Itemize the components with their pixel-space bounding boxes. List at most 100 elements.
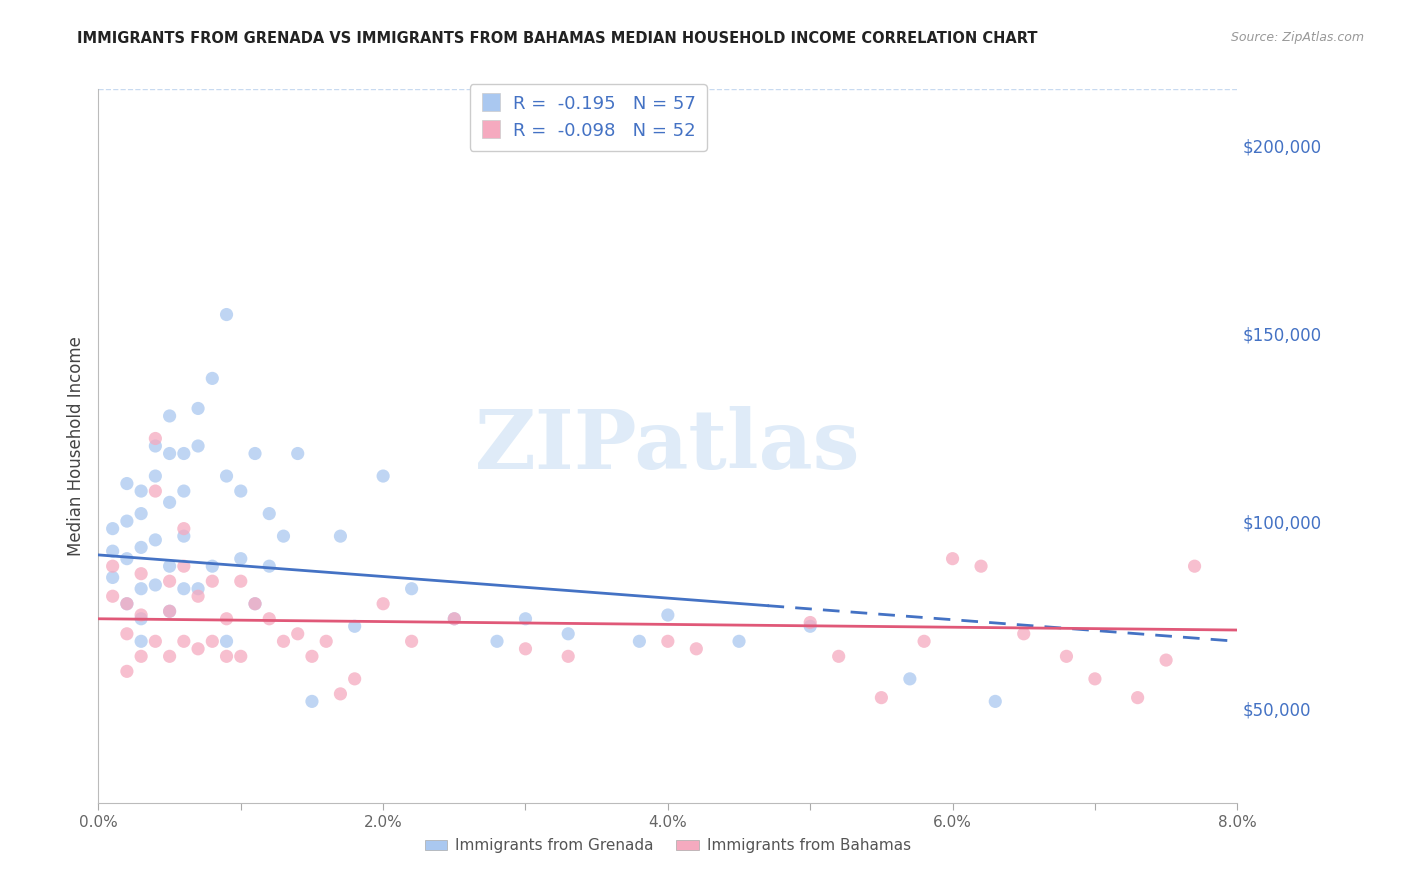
Point bbox=[187, 439, 209, 453]
Point bbox=[243, 446, 266, 460]
Point bbox=[101, 589, 124, 603]
Point bbox=[329, 529, 352, 543]
Point bbox=[129, 507, 152, 521]
Point bbox=[371, 469, 394, 483]
Point bbox=[129, 612, 152, 626]
Point bbox=[145, 533, 167, 547]
Point bbox=[259, 559, 281, 574]
Point bbox=[1056, 649, 1078, 664]
Point bbox=[984, 694, 1007, 708]
Point bbox=[401, 582, 423, 596]
Point bbox=[301, 694, 323, 708]
Point bbox=[301, 649, 323, 664]
Point bbox=[557, 649, 579, 664]
Point bbox=[243, 597, 266, 611]
Text: Source: ZipAtlas.com: Source: ZipAtlas.com bbox=[1230, 31, 1364, 45]
Point bbox=[273, 529, 295, 543]
Point bbox=[1126, 690, 1149, 705]
Point bbox=[343, 619, 366, 633]
Point bbox=[115, 514, 138, 528]
Point bbox=[201, 371, 224, 385]
Text: ZIPatlas: ZIPatlas bbox=[475, 406, 860, 486]
Point bbox=[145, 439, 167, 453]
Point bbox=[287, 627, 309, 641]
Point bbox=[685, 641, 707, 656]
Point bbox=[229, 551, 252, 566]
Point bbox=[401, 634, 423, 648]
Point bbox=[187, 582, 209, 596]
Point bbox=[173, 484, 195, 499]
Point bbox=[145, 469, 167, 483]
Point bbox=[129, 607, 152, 622]
Point bbox=[215, 308, 238, 322]
Legend: Immigrants from Grenada, Immigrants from Bahamas: Immigrants from Grenada, Immigrants from… bbox=[419, 832, 917, 859]
Point bbox=[799, 615, 821, 630]
Point bbox=[515, 641, 537, 656]
Point bbox=[201, 559, 224, 574]
Point bbox=[145, 578, 167, 592]
Point bbox=[229, 649, 252, 664]
Point bbox=[243, 597, 266, 611]
Point bbox=[1012, 627, 1035, 641]
Point bbox=[970, 559, 993, 574]
Point bbox=[129, 582, 152, 596]
Point bbox=[557, 627, 579, 641]
Point bbox=[259, 612, 281, 626]
Point bbox=[329, 687, 352, 701]
Point bbox=[159, 604, 181, 618]
Point bbox=[657, 634, 679, 648]
Point bbox=[159, 495, 181, 509]
Point bbox=[870, 690, 893, 705]
Point bbox=[728, 634, 751, 648]
Point bbox=[898, 672, 921, 686]
Point bbox=[115, 476, 138, 491]
Point bbox=[173, 522, 195, 536]
Point bbox=[159, 409, 181, 423]
Point bbox=[187, 401, 209, 416]
Point bbox=[215, 612, 238, 626]
Point bbox=[101, 544, 124, 558]
Point bbox=[173, 559, 195, 574]
Point bbox=[229, 574, 252, 589]
Point bbox=[215, 649, 238, 664]
Point bbox=[201, 634, 224, 648]
Point bbox=[1184, 559, 1206, 574]
Point bbox=[115, 551, 138, 566]
Point bbox=[145, 484, 167, 499]
Point bbox=[942, 551, 965, 566]
Point bbox=[443, 612, 465, 626]
Point bbox=[657, 607, 679, 622]
Point bbox=[215, 634, 238, 648]
Point bbox=[287, 446, 309, 460]
Point bbox=[101, 570, 124, 584]
Point bbox=[1154, 653, 1177, 667]
Point bbox=[129, 634, 152, 648]
Point bbox=[1084, 672, 1107, 686]
Point bbox=[912, 634, 935, 648]
Point bbox=[201, 574, 224, 589]
Y-axis label: Median Household Income: Median Household Income bbox=[66, 336, 84, 556]
Point bbox=[101, 522, 124, 536]
Point bbox=[628, 634, 651, 648]
Point bbox=[101, 559, 124, 574]
Point bbox=[259, 507, 281, 521]
Point bbox=[129, 649, 152, 664]
Point bbox=[315, 634, 337, 648]
Point bbox=[173, 582, 195, 596]
Point bbox=[443, 612, 465, 626]
Point bbox=[129, 541, 152, 555]
Point bbox=[115, 627, 138, 641]
Point bbox=[129, 484, 152, 499]
Point bbox=[187, 589, 209, 603]
Point bbox=[145, 432, 167, 446]
Point bbox=[215, 469, 238, 483]
Point bbox=[159, 559, 181, 574]
Point bbox=[159, 604, 181, 618]
Point bbox=[799, 619, 821, 633]
Text: IMMIGRANTS FROM GRENADA VS IMMIGRANTS FROM BAHAMAS MEDIAN HOUSEHOLD INCOME CORRE: IMMIGRANTS FROM GRENADA VS IMMIGRANTS FR… bbox=[77, 31, 1038, 46]
Point bbox=[159, 574, 181, 589]
Point bbox=[273, 634, 295, 648]
Point bbox=[515, 612, 537, 626]
Point bbox=[486, 634, 509, 648]
Point bbox=[229, 484, 252, 499]
